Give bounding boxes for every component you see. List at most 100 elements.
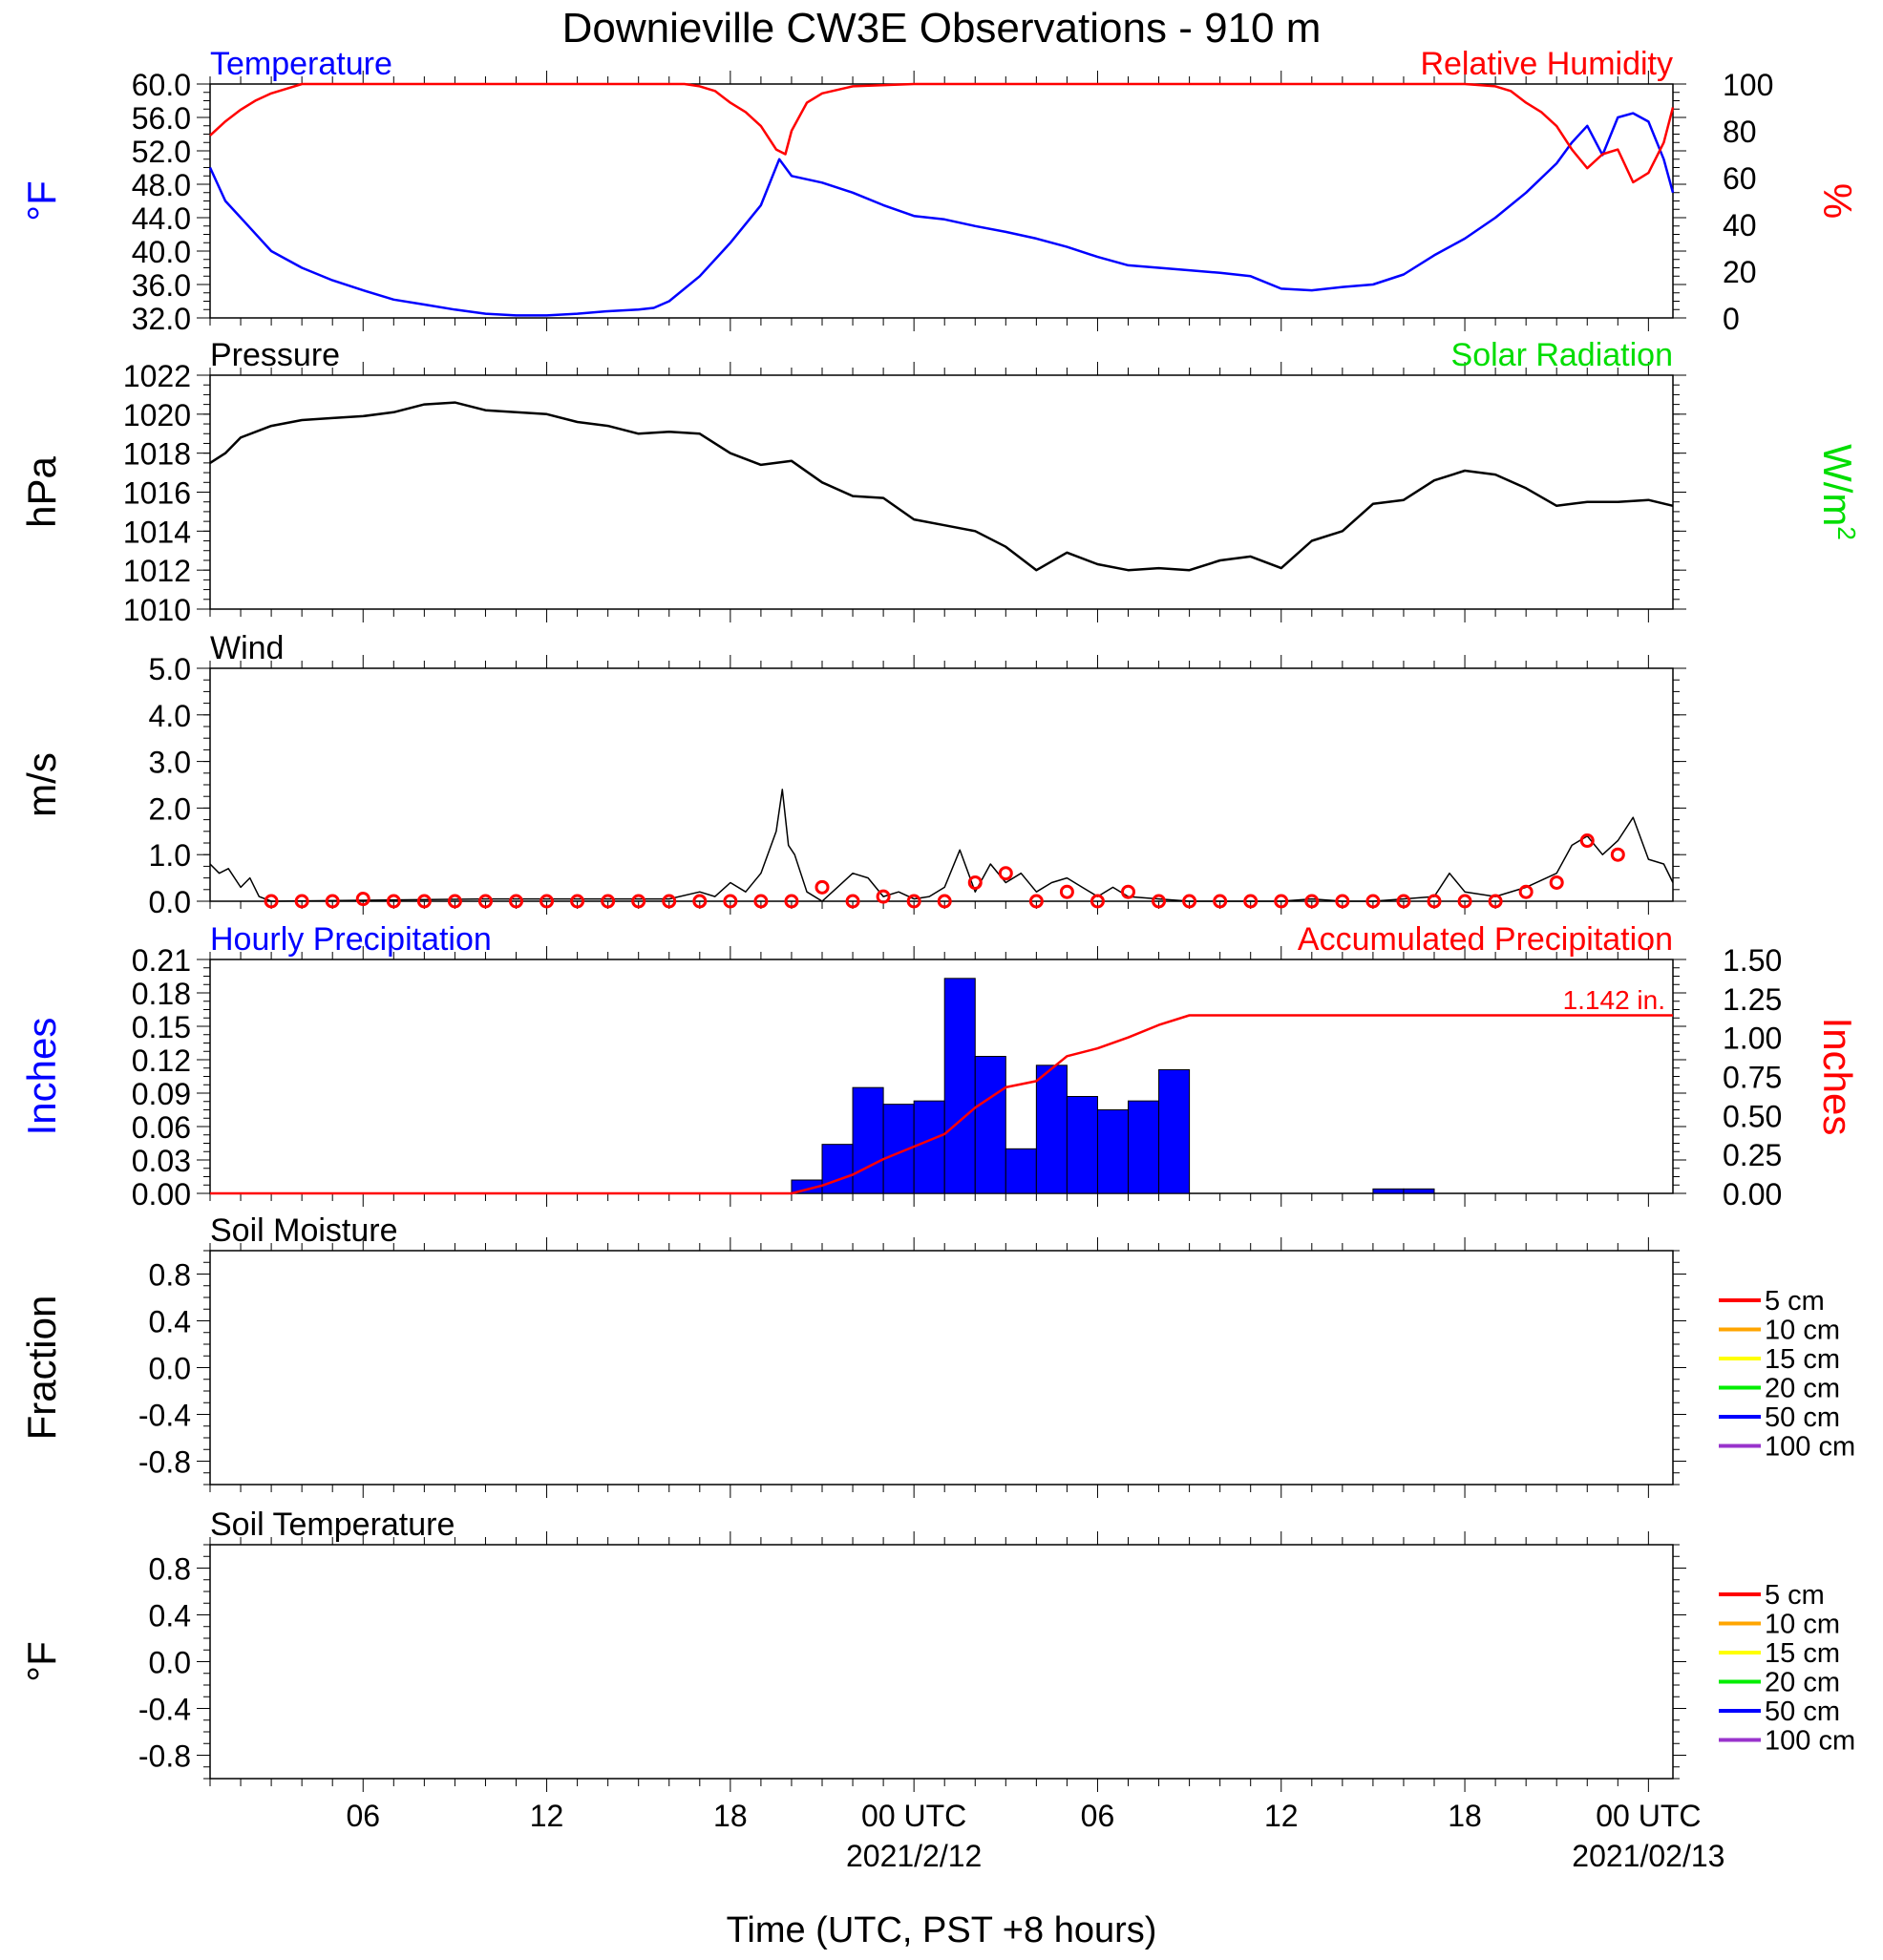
wind-calm-marker: [509, 894, 524, 909]
wind-calm-marker: [1488, 894, 1503, 909]
y-tick-label: -0.4: [138, 1693, 191, 1727]
x-date-label: 2021/02/13: [1572, 1839, 1724, 1873]
wind-calm-marker: [1427, 894, 1442, 909]
left-unit-label: Inches: [19, 1018, 64, 1136]
y-tick-label: 0.4: [149, 1599, 191, 1633]
panel-title-soil_moisture: Soil Moisture: [210, 1212, 398, 1249]
y-tick-label: 0.06: [132, 1110, 191, 1145]
left-unit-label: hPa: [19, 455, 64, 527]
left-unit-label: °F: [19, 1641, 64, 1681]
left-unit-label: °F: [19, 180, 64, 221]
legend-label: 100 cm: [1765, 1432, 1855, 1463]
y-tick-label: 0.00: [132, 1177, 191, 1212]
legend-label: 10 cm: [1765, 1610, 1840, 1640]
x-tick-label: 18: [713, 1799, 748, 1833]
wind-calm-marker: [1090, 894, 1105, 909]
wind-calm-marker: [1457, 894, 1472, 909]
y-tick-label: 44.0: [132, 201, 191, 236]
wind-calm-marker: [1396, 894, 1411, 909]
series-line-relative-humidity: [209, 82, 1675, 184]
chart-title: Downieville CW3E Observations - 910 m: [562, 5, 1322, 52]
y-tick-label: 1018: [123, 437, 191, 472]
precip-bar: [852, 1086, 884, 1194]
wind-calm-marker: [1304, 894, 1320, 909]
right-unit-label: W/m2: [1815, 444, 1861, 540]
y-tick-label: 0.03: [132, 1144, 191, 1178]
y-tick-label: 0.18: [132, 977, 191, 1011]
wind-calm-marker: [723, 894, 738, 909]
wind-calm-marker: [662, 894, 677, 909]
panel-right-title-pressure: Solar Radiation: [1451, 337, 1673, 373]
legend-label: 50 cm: [1765, 1402, 1840, 1433]
wind-calm-marker: [1365, 894, 1381, 909]
y-tick-label: 36.0: [132, 268, 191, 303]
x-axis-label: Time (UTC, PST +8 hours): [727, 1910, 1157, 1950]
precip-bar: [974, 1056, 1006, 1194]
y-tick-label: 60.0: [132, 68, 191, 102]
wind-calm-marker: [1335, 894, 1350, 909]
y-tick-label: -0.8: [138, 1445, 191, 1480]
y-tick-label: 3.0: [149, 746, 191, 780]
right-y-tick-label: 0: [1723, 302, 1740, 336]
y-tick-label: -0.4: [138, 1399, 191, 1433]
wind-calm-marker: [1518, 884, 1534, 899]
precip-bar: [1035, 1064, 1068, 1194]
x-tick-label: 00 UTC: [1596, 1799, 1701, 1833]
wind-calm-marker: [1152, 894, 1167, 909]
y-tick-label: 1022: [123, 359, 191, 393]
wind-calm-marker: [325, 894, 340, 909]
x-tick-label: 18: [1448, 1799, 1482, 1833]
wind-calm-marker: [477, 894, 493, 909]
y-tick-label: 1.0: [149, 838, 191, 873]
series-line-pressure: [209, 401, 1674, 572]
panel-frame-soil_moisture: [209, 1250, 1674, 1486]
right-y-tick-label: 0.50: [1723, 1099, 1782, 1133]
precip-bar: [943, 978, 976, 1194]
y-tick-label: 32.0: [132, 302, 191, 336]
x-tick-label: 06: [1081, 1799, 1115, 1833]
legend-label: 15 cm: [1765, 1344, 1840, 1375]
legend-label: 50 cm: [1765, 1697, 1840, 1727]
x-tick-label: 06: [346, 1799, 380, 1833]
right-y-tick-label: 20: [1723, 255, 1757, 289]
right-y-tick-label: 0.75: [1723, 1061, 1782, 1095]
panel-right-title-temp_rh: Relative Humidity: [1420, 46, 1673, 82]
series-line-temperature: [208, 112, 1675, 317]
x-tick-label: 00 UTC: [861, 1799, 966, 1833]
y-tick-label: 0.4: [149, 1305, 191, 1339]
right-y-tick-label: 60: [1723, 161, 1757, 196]
y-tick-label: 0.21: [132, 943, 191, 978]
precip-total-annotation: 1.142 in.: [1563, 985, 1665, 1015]
panel-title-precip: Hourly Precipitation: [210, 921, 492, 958]
panel-title-soil_temp: Soil Temperature: [210, 1507, 455, 1543]
right-y-tick-label: 1.25: [1723, 982, 1782, 1017]
wind-calm-marker: [876, 889, 891, 904]
y-tick-label: 4.0: [149, 699, 191, 733]
y-tick-label: 0.12: [132, 1043, 191, 1078]
wind-calm-marker: [1549, 875, 1564, 890]
y-tick-label: 0.15: [132, 1010, 191, 1044]
y-tick-label: 1014: [123, 515, 191, 549]
right-unit-label: Inches: [1815, 1018, 1860, 1136]
y-tick-label: 5.0: [149, 652, 191, 686]
wind-calm-marker: [784, 894, 799, 909]
y-tick-label: 52.0: [132, 135, 191, 169]
series-line-accumulated-precipitation: [210, 1014, 1673, 1195]
precip-bar: [1005, 1148, 1037, 1194]
wind-calm-marker: [998, 866, 1013, 881]
legend-label: 10 cm: [1765, 1316, 1840, 1346]
right-y-tick-label: 80: [1723, 115, 1757, 149]
wind-calm-marker: [631, 894, 646, 909]
precip-bar: [1128, 1100, 1160, 1194]
panel-title-pressure: Pressure: [210, 337, 340, 373]
series-line-wind: [209, 789, 1674, 902]
wind-calm-marker: [1243, 894, 1259, 909]
wind-calm-marker: [1610, 847, 1625, 862]
y-tick-label: 1010: [123, 593, 191, 627]
wind-calm-marker: [1028, 894, 1044, 909]
wind-calm-marker: [294, 894, 309, 909]
wind-calm-marker: [540, 894, 555, 909]
x-tick-label: 12: [530, 1799, 564, 1833]
y-tick-label: 0.09: [132, 1077, 191, 1111]
